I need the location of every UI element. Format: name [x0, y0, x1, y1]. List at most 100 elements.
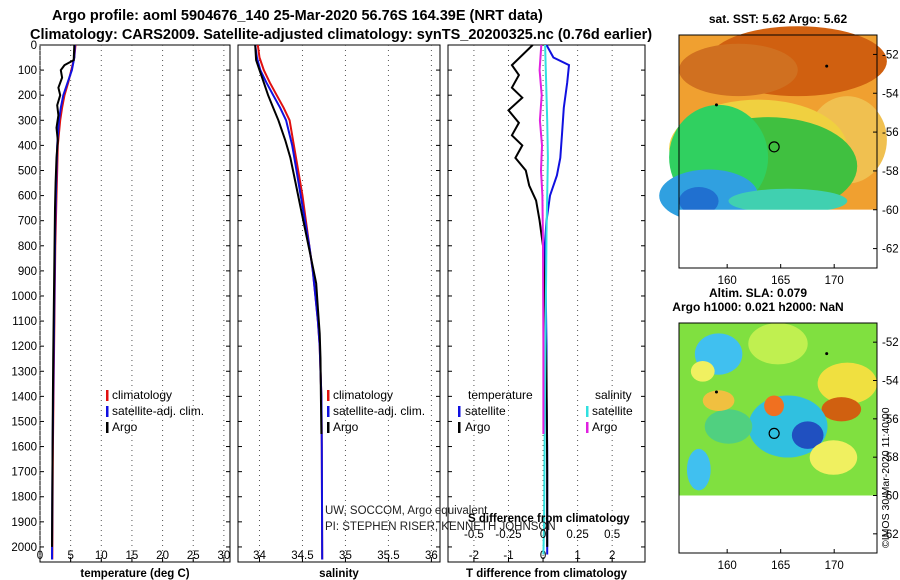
x-tick-label: 35.5	[377, 550, 399, 562]
secondary-x-tick-label: 0.5	[604, 529, 620, 541]
depth-tick-label: 1500	[11, 416, 37, 428]
x-tick-label: 2	[609, 550, 615, 562]
x-tick-label: -2	[469, 550, 479, 562]
plot-frame	[237, 44, 441, 563]
series-line-temperature-satellite	[543, 44, 571, 555]
secondary-x-tick-label: -0.5	[464, 529, 484, 541]
depth-tick-label: 1300	[11, 366, 37, 378]
x-tick-label: 34	[253, 550, 266, 562]
island-dot	[825, 352, 829, 356]
depth-tick-label: 1000	[11, 291, 37, 303]
x-tick-label: 10	[95, 550, 108, 562]
legend-label: satellite	[465, 404, 506, 418]
depth-axis: 0 100 200 300 400 500 600 700 800 900 1000 1100 1200…	[11, 40, 37, 554]
map-field-patch	[809, 440, 858, 475]
x-tick-label: 36	[425, 550, 438, 562]
map-lon-label: 160	[718, 275, 737, 287]
x-tick-label: 34.5	[291, 550, 313, 562]
map-title: sat. SST: 5.62 Argo: 5.62	[709, 12, 848, 26]
x-axis-label: T difference from climatology	[466, 568, 628, 580]
map-field-patch	[679, 43, 798, 97]
map-field-patch	[817, 362, 877, 405]
salinity-profile-panel: 34 34.5 35 35.5 36 salinity	[237, 44, 441, 580]
title-line-1: Argo profile: aoml 5904676_140 25-Mar-20…	[52, 8, 543, 24]
depth-tick-label: 700	[18, 216, 37, 228]
sla-map-panel: -52 -54 -56 -58 -60 -62 160 165 170 Argo h1000: 0…	[672, 286, 899, 572]
series-line-salinity-argo	[538, 44, 545, 434]
x-tick-label: 1	[574, 550, 580, 562]
series-line-temperature-argo	[507, 44, 549, 547]
legend-swatch	[586, 422, 589, 433]
map-field-patch	[821, 397, 862, 422]
depth-tick-label: 1900	[11, 517, 37, 529]
legend-swatch	[106, 406, 109, 417]
map-lat-label: -56	[882, 127, 899, 139]
map-lat-label: -52	[882, 49, 899, 61]
island-dot	[825, 64, 829, 68]
map-lon-label: 165	[771, 275, 790, 287]
legend-label: Argo	[465, 420, 491, 434]
map-field-patch	[704, 409, 753, 444]
map-lat-label: -60	[882, 491, 899, 503]
secondary-x-tick-label: 0	[540, 529, 546, 541]
series-line-salinity-satellite	[542, 44, 549, 555]
depth-tick-label: 300	[18, 115, 37, 127]
map-frame	[678, 322, 878, 554]
island-dot	[714, 390, 718, 394]
x-tick-label: 15	[126, 550, 139, 562]
x-tick-label: -1	[503, 550, 513, 562]
salinity-legend: climatology satellite-adj. clim. Argo	[327, 388, 425, 434]
map-lat-label: -54	[882, 88, 899, 100]
series-line-satellite-adj-clim-	[254, 44, 324, 560]
map-lat-label: -52	[882, 337, 899, 349]
series-line-argo	[254, 44, 323, 435]
x-axis-label: temperature (deg C)	[80, 568, 189, 580]
legend-label: Argo	[333, 420, 359, 434]
sst-map-panel: -52 -54 -56 -58 -60 -62 160 165 170 sat. SST: 5.6…	[659, 12, 899, 287]
plot-frame	[39, 44, 231, 563]
x-tick-label: 20	[156, 550, 169, 562]
difference-legend: temperature salinity satellite satellite Arg…	[458, 388, 633, 434]
map-lat-label: -58	[882, 452, 899, 464]
map-field-patch	[748, 323, 808, 365]
legend-swatch	[106, 422, 109, 433]
map-lon-label: 165	[771, 560, 790, 572]
map-field-patch	[690, 360, 715, 382]
legend-label: Argo	[112, 420, 138, 434]
map-lat-label: -60	[882, 205, 899, 217]
map-lon-label: 170	[825, 560, 844, 572]
legend-label: climatology	[112, 388, 172, 402]
map-nodata-area	[679, 495, 877, 553]
secondary-x-label: S difference from climatology	[468, 513, 630, 525]
series-line-argo	[51, 44, 76, 547]
legend-label: satellite-adj. clim.	[112, 404, 204, 418]
island-dot	[714, 103, 718, 107]
legend-label: satellite	[592, 404, 633, 418]
x-tick-label: 0	[540, 550, 546, 562]
depth-tick-label: 500	[18, 165, 37, 177]
legend-swatch	[458, 422, 461, 433]
depth-tick-label: 1200	[11, 341, 37, 353]
map-lat-label: -62	[882, 529, 899, 541]
x-tick-label: 35	[339, 550, 352, 562]
map-frame	[678, 34, 878, 269]
x-tick-label: 30	[217, 550, 230, 562]
legend-swatch	[586, 406, 589, 417]
map-lat-label: -58	[882, 166, 899, 178]
legend-swatch	[327, 390, 330, 401]
legend-label: climatology	[333, 388, 393, 402]
depth-tick-label: 600	[18, 191, 37, 203]
argo-location-marker	[768, 141, 780, 153]
x-axis-label: salinity	[319, 568, 359, 580]
depth-tick-label: 0	[31, 40, 37, 52]
x-tick-label: 25	[187, 550, 200, 562]
depth-tick-label: 1100	[12, 316, 37, 328]
map-field-patch	[791, 421, 824, 449]
depth-tick-label: 200	[18, 90, 37, 102]
legend-label: satellite-adj. clim.	[333, 404, 425, 418]
legend-swatch	[327, 422, 330, 433]
title-line-2: Climatology: CARS2009. Satellite-adjuste…	[30, 27, 652, 43]
depth-tick-label: 900	[18, 266, 37, 278]
temperature-legend: climatology satellite-adj. clim. Argo	[106, 388, 204, 434]
series-line-climatology	[256, 44, 324, 560]
